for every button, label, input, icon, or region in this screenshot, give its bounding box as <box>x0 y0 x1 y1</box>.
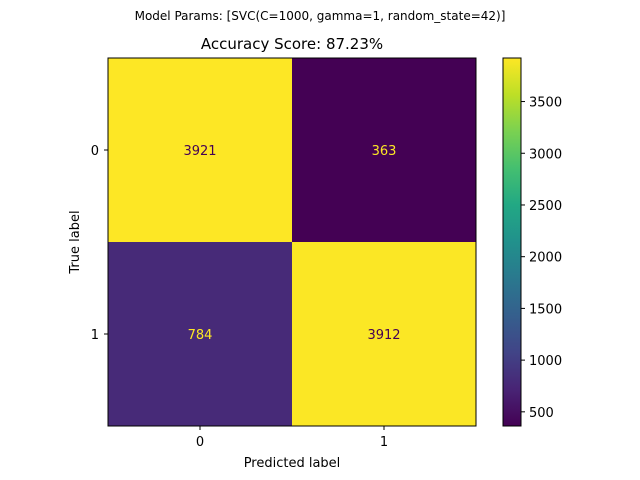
colorbar-tick-label: 2000 <box>529 251 562 266</box>
cell-label-1-1: 3912 <box>367 328 400 343</box>
colorbar-tick-label: 1500 <box>529 302 562 317</box>
matrix-cell-1-1 <box>292 242 476 426</box>
colorbar <box>502 57 522 427</box>
cell-label-0-0: 3921 <box>183 144 216 159</box>
colorbar-tick-label: 2500 <box>529 199 562 214</box>
matrix-cells <box>108 58 476 426</box>
colorbar-tick-label: 3500 <box>529 96 562 111</box>
y-axis-label: True label <box>68 210 83 274</box>
y-axis-ticks: 01 <box>91 144 108 343</box>
colorbar-tick-label: 3000 <box>529 147 562 162</box>
chart-title: Accuracy Score: 87.23% <box>201 35 383 53</box>
cell-label-1-0: 784 <box>188 328 213 343</box>
cell-value-labels: 3921 363 784 3912 <box>183 144 400 343</box>
matrix-cell-1-0 <box>108 242 292 426</box>
colorbar-ticks: 500 1000 1500 2000 2500 3000 3500 <box>521 96 562 421</box>
colorbar-tick-label: 500 <box>529 406 554 421</box>
x-axis-label: Predicted label <box>244 456 341 471</box>
cell-label-0-1: 363 <box>372 144 397 159</box>
suptitle: Model Params: [SVC(C=1000, gamma=1, rand… <box>135 9 506 23</box>
plot-frame <box>107 57 477 427</box>
x-tick-label: 0 <box>196 435 204 450</box>
matrix-cell-0-1 <box>292 58 476 242</box>
y-tick-label: 1 <box>91 328 99 343</box>
x-tick-label: 1 <box>380 435 388 450</box>
matrix-cell-0-0 <box>108 58 292 242</box>
y-tick-label: 0 <box>91 144 99 159</box>
colorbar-tick-label: 1000 <box>529 354 562 369</box>
